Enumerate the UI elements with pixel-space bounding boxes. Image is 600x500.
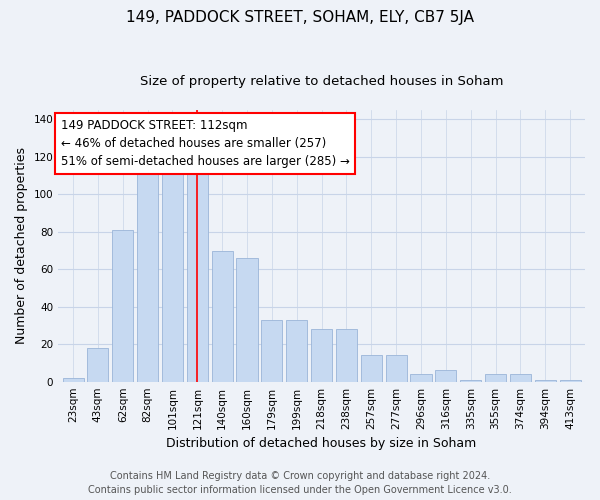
Bar (361, 356, 382, 382)
Text: 149 PADDOCK STREET: 112sqm
← 46% of detached houses are smaller (257)
51% of sem: 149 PADDOCK STREET: 112sqm ← 46% of deta… (61, 120, 350, 168)
Bar (311, 329, 332, 382)
Title: Size of property relative to detached houses in Soham: Size of property relative to detached ho… (140, 75, 503, 88)
Bar (560, 380, 581, 382)
Bar (62, 378, 83, 382)
Bar (435, 370, 457, 382)
Bar (137, 174, 158, 382)
Bar (88, 348, 109, 382)
Bar (510, 374, 531, 382)
Text: 149, PADDOCK STREET, SOHAM, ELY, CB7 5JA: 149, PADDOCK STREET, SOHAM, ELY, CB7 5JA (126, 10, 474, 25)
Bar (485, 374, 506, 382)
Text: Contains HM Land Registry data © Crown copyright and database right 2024.
Contai: Contains HM Land Registry data © Crown c… (88, 471, 512, 495)
Bar (410, 374, 431, 382)
Y-axis label: Number of detached properties: Number of detached properties (15, 148, 28, 344)
Bar (262, 320, 283, 382)
Bar (286, 320, 307, 382)
Bar (535, 380, 556, 382)
X-axis label: Distribution of detached houses by size in Soham: Distribution of detached houses by size … (166, 437, 477, 450)
Bar (187, 168, 208, 382)
Bar (460, 380, 481, 382)
Bar (112, 230, 133, 382)
Bar (386, 356, 407, 382)
Bar (212, 250, 233, 382)
Bar (236, 258, 257, 382)
Bar (336, 329, 357, 382)
Bar (162, 168, 183, 382)
